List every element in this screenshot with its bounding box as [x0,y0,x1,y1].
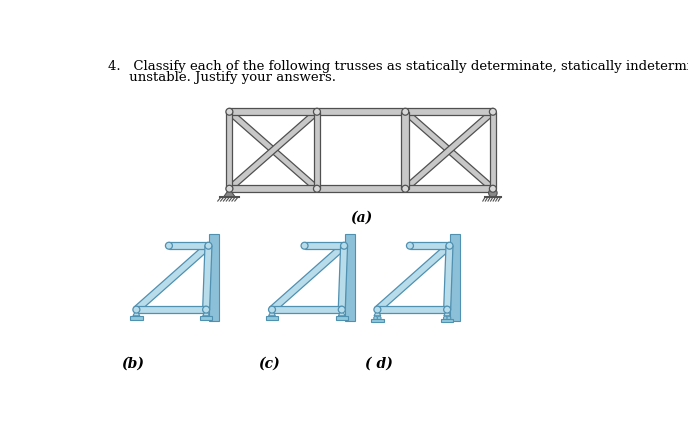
Circle shape [203,307,210,313]
Circle shape [314,109,321,116]
Circle shape [226,186,233,193]
Bar [441,319,453,322]
Circle shape [226,109,233,116]
Text: (a): (a) [350,210,372,224]
Text: (b): (b) [121,356,144,370]
Circle shape [165,243,173,250]
Polygon shape [402,113,409,189]
Polygon shape [403,110,495,191]
Circle shape [447,316,451,320]
Circle shape [374,307,381,313]
Polygon shape [374,310,381,316]
Polygon shape [203,246,212,310]
Polygon shape [226,113,233,189]
Text: ( d): ( d) [365,356,393,370]
Polygon shape [134,244,211,312]
Circle shape [489,109,496,116]
Circle shape [374,316,378,320]
Polygon shape [338,310,345,316]
Polygon shape [314,113,320,189]
Polygon shape [268,310,275,316]
Polygon shape [229,109,493,116]
Polygon shape [229,186,493,193]
Circle shape [301,243,308,250]
Polygon shape [410,243,449,250]
Text: (c): (c) [258,356,280,370]
Circle shape [402,109,409,116]
Circle shape [338,307,345,313]
Polygon shape [136,307,206,313]
Bar [372,319,384,322]
Polygon shape [272,307,342,313]
Circle shape [205,243,212,250]
Circle shape [444,316,447,320]
Circle shape [314,186,321,193]
Polygon shape [169,243,208,250]
Circle shape [341,243,347,250]
Circle shape [407,243,413,250]
Circle shape [489,186,496,193]
Polygon shape [444,246,453,310]
Polygon shape [133,310,140,316]
Polygon shape [305,243,344,250]
Text: 4.   Classify each of the following trusses as statically determinate, staticall: 4. Classify each of the following trusse… [108,60,688,73]
Polygon shape [227,110,319,191]
Polygon shape [227,110,319,191]
Circle shape [133,307,140,313]
Polygon shape [490,113,496,189]
Polygon shape [378,307,447,313]
Polygon shape [403,110,495,191]
Polygon shape [444,310,451,316]
Bar [130,316,142,320]
Circle shape [268,307,275,313]
Bar [266,316,278,320]
Text: unstable. Justify your answers.: unstable. Justify your answers. [108,71,336,84]
Bar [200,316,213,320]
Polygon shape [401,113,409,189]
Bar [450,235,460,321]
Polygon shape [375,244,452,312]
Circle shape [377,316,381,320]
Circle shape [488,189,497,198]
Polygon shape [338,246,347,310]
Circle shape [402,186,409,193]
Bar [336,316,348,320]
Polygon shape [203,310,210,316]
Circle shape [446,243,453,250]
Circle shape [444,307,451,313]
Bar [345,235,355,321]
Bar [209,235,219,321]
Polygon shape [224,189,235,198]
Polygon shape [270,244,346,312]
